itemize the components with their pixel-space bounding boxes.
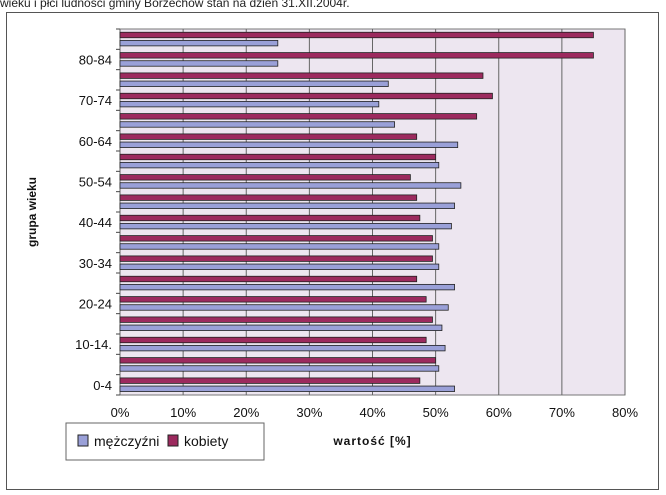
bar-kobiety bbox=[119, 153, 437, 161]
bar-mezczyzni bbox=[119, 365, 440, 372]
y-tick-label: 60-64 bbox=[79, 134, 112, 149]
bar-kobiety bbox=[119, 316, 433, 323]
bar-mezczyzni bbox=[119, 344, 446, 352]
bar-kobiety bbox=[119, 133, 418, 140]
bar-kobiety bbox=[119, 235, 433, 242]
bar-mezczyzni bbox=[119, 263, 440, 270]
bar-mezczyzni bbox=[119, 304, 449, 311]
bars-group bbox=[119, 31, 594, 392]
y-tick-label: 20-24 bbox=[79, 297, 112, 312]
bar-kobiety bbox=[119, 336, 427, 344]
y-axis-title: grupa wieku bbox=[25, 177, 39, 247]
x-tick-label: 10% bbox=[170, 405, 196, 420]
bar-kobiety bbox=[119, 255, 433, 262]
x-tick-label: 70% bbox=[549, 405, 575, 420]
bar-kobiety bbox=[119, 72, 484, 79]
x-tick-label: 0% bbox=[111, 405, 130, 420]
y-tick-label: 30-34 bbox=[79, 256, 112, 271]
y-tick-label: 10-14. bbox=[75, 337, 112, 352]
y-tick-labels: 0-4 10-14. 20-24 30-34 40-44 50-54 60-64 70-74 8… bbox=[75, 28, 120, 396]
x-tick-label: 30% bbox=[296, 405, 322, 420]
x-tick-label: 50% bbox=[423, 405, 449, 420]
bar-kobiety bbox=[119, 52, 594, 59]
y-tick-label: 70-74 bbox=[79, 93, 112, 108]
bar-mezczyzni bbox=[119, 324, 443, 331]
bar-mezczyzni bbox=[119, 182, 462, 189]
bar-kobiety bbox=[119, 214, 421, 222]
bar-kobiety bbox=[119, 31, 594, 39]
x-tick-labels: 0% 10% 20% 30% 40% 50% 60% 70% 80% bbox=[111, 405, 639, 420]
bar-mezczyzni bbox=[119, 80, 389, 87]
bar-kobiety bbox=[119, 92, 493, 100]
bar-mezczyzni bbox=[119, 385, 455, 392]
bar-kobiety bbox=[119, 296, 427, 303]
bar-kobiety bbox=[119, 377, 421, 384]
y-tick-label: 50-54 bbox=[79, 175, 112, 190]
bar-mezczyzni bbox=[119, 39, 279, 47]
bar-mezczyzni bbox=[119, 202, 455, 209]
bar-kobiety bbox=[119, 174, 411, 181]
bar-mezczyzni bbox=[119, 121, 395, 128]
x-tick-label: 80% bbox=[612, 405, 638, 420]
y-tick-label: 0-4 bbox=[93, 378, 112, 393]
legend-swatch bbox=[77, 434, 89, 447]
legend-label: kobiety bbox=[184, 433, 228, 449]
y-tick-label: 40-44 bbox=[79, 215, 112, 230]
x-tick-label: 40% bbox=[359, 405, 385, 420]
chart-caption: wieku i płci ludności gminy Borzechów st… bbox=[0, 0, 350, 10]
bar-mezczyzni bbox=[119, 141, 459, 148]
bar-kobiety bbox=[119, 275, 418, 283]
legend-box bbox=[65, 422, 265, 461]
bar-mezczyzni bbox=[119, 222, 452, 230]
x-tick-label: 60% bbox=[486, 405, 512, 420]
bar-mezczyzni bbox=[119, 283, 455, 291]
bar-kobiety bbox=[119, 357, 437, 364]
x-tick-label: 20% bbox=[233, 405, 259, 420]
legend-label: mężczyźni bbox=[94, 433, 159, 449]
legend-swatch bbox=[167, 434, 179, 447]
bar-mezczyzni bbox=[119, 243, 440, 250]
bar-mezczyzni bbox=[119, 100, 380, 108]
y-tick-label: 80-84 bbox=[79, 53, 112, 68]
bar-mezczyzni bbox=[119, 60, 279, 67]
x-axis-title: wartość [%] bbox=[332, 434, 411, 448]
bar-kobiety bbox=[119, 113, 478, 120]
legend: mężczyźni kobiety bbox=[65, 422, 265, 461]
bar-kobiety bbox=[119, 194, 418, 201]
bar-mezczyzni bbox=[119, 161, 440, 169]
